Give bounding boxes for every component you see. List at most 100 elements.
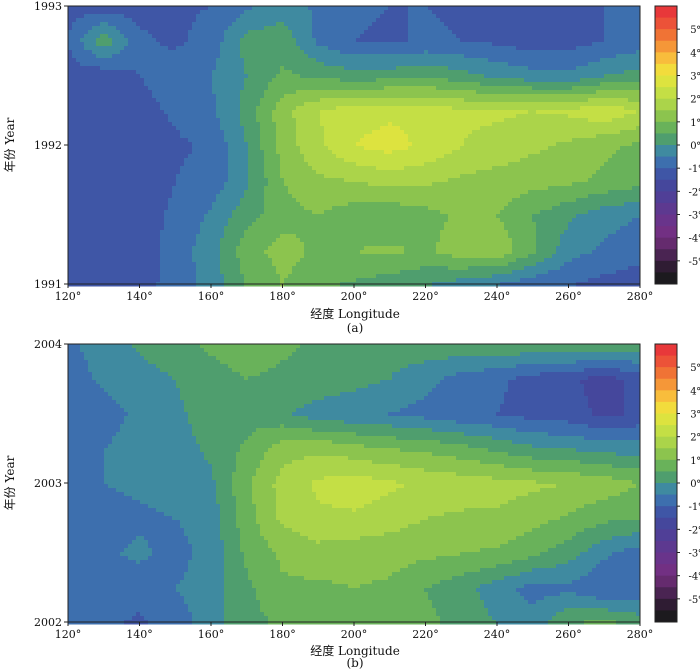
heatmap-cell bbox=[188, 114, 193, 119]
heatmap-cell bbox=[176, 34, 181, 39]
heatmap-cell bbox=[264, 94, 269, 99]
heatmap-cell bbox=[356, 46, 361, 51]
heatmap-cell bbox=[504, 26, 509, 31]
heatmap-cell bbox=[348, 118, 353, 123]
heatmap-cell bbox=[176, 30, 181, 35]
heatmap-cell bbox=[216, 70, 221, 75]
heatmap-cell bbox=[192, 126, 197, 131]
heatmap-cell bbox=[548, 90, 553, 95]
heatmap-cell bbox=[324, 106, 329, 111]
heatmap-cell bbox=[488, 102, 493, 107]
heatmap-cell bbox=[332, 86, 337, 91]
heatmap-cell bbox=[440, 138, 445, 143]
heatmap-cell bbox=[584, 18, 589, 23]
heatmap-cell bbox=[288, 86, 293, 91]
heatmap-cell bbox=[596, 110, 601, 115]
heatmap-cell bbox=[392, 94, 397, 99]
heatmap-cell bbox=[96, 102, 101, 107]
heatmap-cell bbox=[108, 6, 113, 11]
heatmap-cell bbox=[428, 114, 433, 119]
heatmap-cell bbox=[564, 34, 569, 39]
heatmap-cell bbox=[380, 50, 385, 55]
heatmap-cell bbox=[140, 138, 145, 143]
heatmap-cell bbox=[272, 78, 277, 83]
heatmap-cell bbox=[464, 70, 469, 75]
heatmap-cell bbox=[348, 6, 353, 11]
heatmap-cell bbox=[160, 70, 165, 75]
heatmap-cell bbox=[520, 142, 525, 147]
heatmap-cell bbox=[444, 34, 449, 39]
heatmap-cell bbox=[420, 18, 425, 23]
heatmap-cell bbox=[192, 122, 197, 127]
heatmap-cell bbox=[420, 42, 425, 47]
heatmap-cell bbox=[116, 26, 121, 31]
heatmap-cell bbox=[92, 142, 97, 147]
heatmap-cell bbox=[600, 46, 605, 51]
heatmap-cell bbox=[304, 142, 309, 147]
heatmap-cell bbox=[600, 134, 605, 139]
heatmap-cell bbox=[412, 122, 417, 127]
heatmap-cell bbox=[296, 102, 301, 107]
heatmap-cell bbox=[492, 10, 497, 15]
heatmap-cell bbox=[216, 134, 221, 139]
heatmap-cell bbox=[168, 90, 173, 95]
heatmap-cell bbox=[200, 14, 205, 19]
heatmap-cell bbox=[392, 102, 397, 107]
heatmap-cell bbox=[452, 22, 457, 27]
heatmap-cell bbox=[164, 94, 169, 99]
heatmap-cell bbox=[560, 70, 565, 75]
heatmap-cell bbox=[156, 90, 161, 95]
heatmap-cell bbox=[596, 122, 601, 127]
heatmap-cell bbox=[568, 54, 573, 59]
heatmap-cell bbox=[192, 78, 197, 83]
heatmap-cell bbox=[364, 50, 369, 55]
heatmap-cell bbox=[528, 78, 533, 83]
heatmap-cell bbox=[204, 78, 209, 83]
heatmap-cell bbox=[296, 30, 301, 35]
heatmap-cell bbox=[524, 118, 529, 123]
heatmap-cell bbox=[392, 10, 397, 15]
heatmap-cell bbox=[248, 90, 253, 95]
heatmap-cell bbox=[492, 74, 497, 79]
heatmap-cell bbox=[284, 110, 289, 115]
heatmap-cell bbox=[120, 74, 125, 79]
heatmap-cell bbox=[292, 122, 297, 127]
heatmap-cell bbox=[132, 106, 137, 111]
heatmap-cell bbox=[556, 58, 561, 63]
heatmap-cell bbox=[620, 18, 625, 23]
heatmap-cell bbox=[504, 6, 509, 11]
heatmap-cell bbox=[332, 42, 337, 47]
heatmap-cell bbox=[596, 30, 601, 35]
heatmap-cell bbox=[376, 54, 381, 59]
heatmap-cell bbox=[216, 102, 221, 107]
heatmap-cell bbox=[400, 62, 405, 67]
heatmap-cell bbox=[408, 6, 413, 11]
heatmap-cell bbox=[176, 58, 181, 63]
heatmap-cell bbox=[140, 26, 145, 31]
heatmap-cell bbox=[304, 46, 309, 51]
heatmap-cell bbox=[572, 58, 577, 63]
heatmap-cell bbox=[596, 78, 601, 83]
heatmap-cell bbox=[84, 122, 89, 127]
heatmap-cell bbox=[308, 14, 313, 19]
heatmap-cell bbox=[412, 130, 417, 135]
heatmap-cell bbox=[624, 6, 629, 11]
heatmap-cell bbox=[172, 18, 177, 23]
heatmap-cell bbox=[572, 74, 577, 79]
heatmap-cell bbox=[520, 66, 525, 71]
heatmap-cell bbox=[504, 42, 509, 47]
heatmap-cell bbox=[140, 34, 145, 39]
heatmap-cell bbox=[252, 50, 257, 55]
heatmap-cell bbox=[76, 58, 81, 63]
heatmap-cell bbox=[228, 26, 233, 31]
heatmap-cell bbox=[208, 106, 213, 111]
heatmap-cell bbox=[292, 74, 297, 79]
heatmap-cell bbox=[400, 110, 405, 115]
heatmap-cell bbox=[96, 34, 101, 39]
heatmap-cell bbox=[328, 58, 333, 63]
heatmap-cell bbox=[168, 114, 173, 119]
heatmap-cell bbox=[592, 38, 597, 43]
heatmap-cell bbox=[352, 94, 357, 99]
heatmap-cell bbox=[108, 122, 113, 127]
heatmap-cell bbox=[124, 86, 129, 91]
